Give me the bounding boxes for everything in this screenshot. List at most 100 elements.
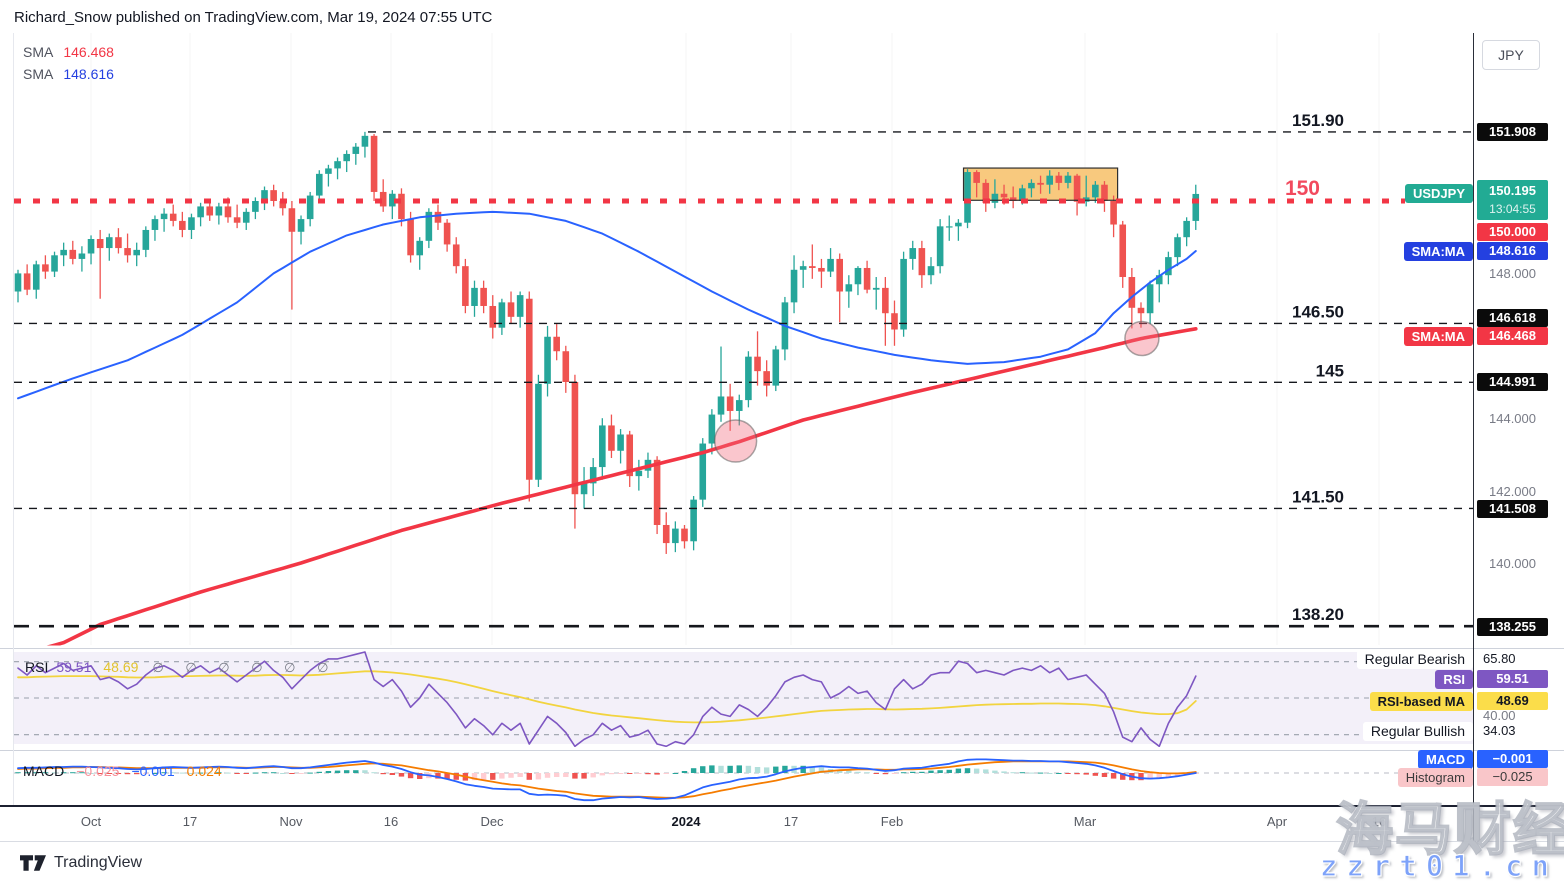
candle-body bbox=[407, 219, 414, 256]
candle-body bbox=[142, 229, 150, 250]
candle-body bbox=[160, 213, 168, 220]
histogram-bar bbox=[663, 773, 669, 774]
tradingview-brand-text[interactable]: TradingView bbox=[54, 854, 143, 871]
histogram-bar bbox=[490, 773, 496, 780]
candle-body bbox=[973, 172, 980, 183]
candle-body bbox=[535, 383, 542, 480]
histogram-bar bbox=[745, 765, 752, 773]
histogram-bar bbox=[407, 773, 414, 779]
candle-body bbox=[580, 483, 588, 495]
candlestick-series bbox=[14, 131, 1200, 554]
candle-body bbox=[1146, 284, 1154, 314]
histogram-bar bbox=[188, 773, 195, 774]
price-level-label: 138.20 bbox=[1292, 605, 1344, 624]
histogram-bar bbox=[700, 766, 706, 773]
candle-body bbox=[1028, 182, 1035, 189]
macd-pane bbox=[14, 758, 1473, 802]
histogram-bar bbox=[417, 773, 423, 779]
sma-blue-flag-label[interactable]: SMA:MA bbox=[1403, 242, 1473, 261]
histogram-bar bbox=[1147, 773, 1153, 780]
candle-body bbox=[297, 219, 305, 232]
histogram-bar bbox=[60, 772, 67, 774]
histogram-bar bbox=[864, 772, 870, 774]
time-axis-label: 16 bbox=[383, 814, 399, 829]
candle-body bbox=[270, 190, 277, 201]
time-axis-label: Oct bbox=[80, 814, 102, 829]
candle-body bbox=[927, 266, 935, 276]
histogram-bar bbox=[782, 765, 788, 773]
separator-chart-rsi[interactable] bbox=[0, 648, 1564, 649]
histogram-bar bbox=[280, 773, 286, 774]
histogram-bar bbox=[79, 772, 85, 774]
candle-body bbox=[955, 222, 962, 227]
histogram-bar bbox=[983, 769, 989, 773]
symbol-flag-label[interactable]: USDJPY bbox=[1404, 184, 1473, 203]
rsi-legend-empty-values: ∅ ∅ ∅ ∅ ∅ ∅ bbox=[152, 660, 338, 675]
currency-button[interactable]: JPY bbox=[1482, 40, 1540, 70]
axis-label-150000: 150.000 bbox=[1477, 223, 1548, 241]
histogram-bar bbox=[1028, 772, 1035, 774]
axis-tick-142: 142.000 bbox=[1489, 484, 1536, 499]
histogram-bar bbox=[143, 773, 149, 774]
macd-legend-hist-value: −0.025 bbox=[76, 763, 120, 779]
candle-body bbox=[763, 371, 770, 386]
separator-rsi-macd[interactable] bbox=[0, 750, 1564, 751]
time-axis-label: Dec bbox=[480, 814, 504, 829]
rsi-flag-label[interactable]: RSI bbox=[1435, 670, 1473, 689]
histogram-bar bbox=[380, 773, 386, 775]
histogram-flag-label[interactable]: Histogram bbox=[1397, 768, 1473, 787]
candle-body bbox=[863, 267, 871, 290]
macd-legend[interactable]: MACD −0.025 −0.001 0.024 bbox=[23, 763, 222, 779]
macd-flag-label[interactable]: MACD bbox=[1418, 750, 1473, 769]
histogram-bar bbox=[992, 770, 998, 773]
candle-body bbox=[1046, 175, 1053, 185]
tradingview-logo-icon[interactable] bbox=[20, 853, 46, 873]
histogram-bar bbox=[115, 773, 122, 774]
histogram-bar bbox=[33, 772, 39, 774]
histogram-bar bbox=[179, 772, 186, 774]
price-level-label: 145 bbox=[1316, 361, 1344, 380]
candle-body bbox=[836, 258, 843, 292]
histogram-bar bbox=[88, 773, 94, 774]
candle-body bbox=[599, 425, 606, 468]
candle-body bbox=[626, 434, 634, 477]
candle-body bbox=[133, 249, 140, 256]
histogram-bar bbox=[480, 773, 487, 780]
candle-body bbox=[991, 193, 999, 203]
histogram-bar bbox=[70, 772, 76, 774]
legend-sma-red[interactable]: SMA 146.468 bbox=[23, 44, 114, 60]
candle-body bbox=[635, 470, 643, 477]
separator-timeaxis-footer bbox=[0, 841, 1564, 842]
histogram-bar bbox=[97, 773, 103, 774]
axis-tick-144: 144.000 bbox=[1489, 411, 1536, 426]
legend-sma-blue[interactable]: SMA 148.616 bbox=[23, 66, 114, 82]
macd-histogram bbox=[15, 765, 1199, 781]
candle-body bbox=[151, 219, 159, 230]
rsi-pane bbox=[14, 651, 1473, 747]
candle-body bbox=[553, 336, 560, 352]
candle-body bbox=[1192, 193, 1200, 221]
histogram-bar bbox=[846, 770, 852, 773]
candle-body bbox=[964, 172, 971, 223]
candle-body bbox=[288, 208, 296, 232]
histogram-bar bbox=[1046, 773, 1053, 774]
histogram-bar bbox=[316, 771, 322, 773]
candle-body bbox=[708, 414, 716, 444]
candle-body bbox=[909, 248, 917, 259]
histogram-bar bbox=[973, 768, 980, 773]
sma-red-flag-label[interactable]: SMA:MA bbox=[1403, 327, 1473, 346]
candle-body bbox=[562, 351, 570, 382]
histogram-bar bbox=[690, 768, 697, 773]
regular-bullish-label: Regular Bullish bbox=[1362, 722, 1473, 741]
histogram-bar bbox=[471, 773, 478, 781]
histogram-bar bbox=[937, 770, 943, 773]
rsi-legend[interactable]: RSI 59.51 48.69 ∅ ∅ ∅ ∅ ∅ ∅ bbox=[25, 659, 337, 676]
histogram-bar bbox=[672, 773, 679, 774]
candle-body bbox=[1183, 220, 1190, 238]
candle-body bbox=[827, 258, 834, 272]
rsi-legend-value: 59.51 bbox=[56, 659, 92, 675]
axis-tick-148: 148.000 bbox=[1489, 266, 1536, 281]
rsi-ma-flag-label[interactable]: RSI-based MA bbox=[1369, 692, 1473, 711]
